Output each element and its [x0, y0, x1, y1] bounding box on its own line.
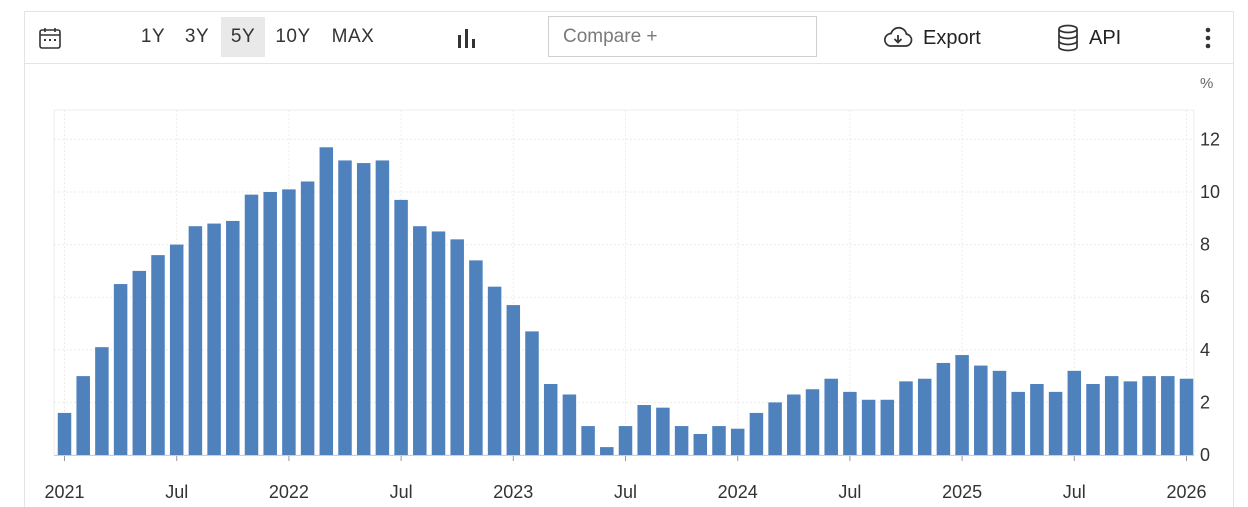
- bar: [1179, 378, 1194, 455]
- x-tick-label: Jul: [1063, 482, 1086, 502]
- bar: [562, 394, 577, 455]
- x-tick-label: 2026: [1166, 482, 1206, 502]
- bar: [1104, 376, 1119, 455]
- bar: [1030, 383, 1044, 455]
- bar: [712, 426, 726, 455]
- range-3y-button[interactable]: 3Y: [184, 26, 210, 47]
- range-1y-button[interactable]: 1Y: [140, 26, 166, 47]
- unit-label: %: [1200, 75, 1214, 92]
- range-10y-button[interactable]: 10Y: [275, 26, 311, 47]
- calendar-icon[interactable]: [38, 26, 62, 50]
- bar: [600, 447, 614, 455]
- bar: [375, 160, 390, 455]
- bar: [824, 378, 838, 455]
- export-button[interactable]: Export: [882, 23, 981, 53]
- bar: [618, 426, 633, 455]
- bar: [861, 399, 876, 455]
- bar: [1048, 391, 1063, 455]
- bar: [543, 383, 558, 455]
- bar: [1011, 391, 1025, 455]
- export-label: Export: [923, 26, 981, 49]
- bar: [1067, 370, 1082, 455]
- bar: [974, 365, 988, 455]
- bar: [506, 305, 521, 455]
- api-button[interactable]: API: [1056, 23, 1121, 53]
- vertical-dots-icon[interactable]: [1200, 25, 1216, 51]
- x-tick-label: Jul: [838, 482, 861, 502]
- x-tick-label: Jul: [165, 482, 188, 502]
- bar: [787, 394, 801, 455]
- x-tick-label: 2025: [942, 482, 982, 502]
- bar: [1086, 383, 1100, 455]
- database-icon: [1058, 24, 1078, 52]
- bar: [1123, 381, 1138, 455]
- chart-toolbar: 1Y 3Y 5Y 10Y MAX Export API: [24, 11, 1234, 64]
- compare-input[interactable]: [548, 16, 817, 57]
- bar: [450, 239, 464, 455]
- bar: [263, 192, 277, 455]
- x-tick-label: 2022: [269, 482, 309, 502]
- bar: [282, 189, 296, 455]
- x-tick-label: Jul: [614, 482, 637, 502]
- bar: [525, 331, 539, 455]
- bar: [207, 223, 221, 455]
- range-5y-button[interactable]: 5Y: [221, 17, 265, 57]
- x-tick-label: 2021: [44, 482, 84, 502]
- bar: [917, 378, 932, 455]
- bar: [356, 163, 371, 455]
- bar: [76, 376, 90, 455]
- bar: [413, 226, 427, 455]
- bar: [300, 181, 315, 456]
- bar: [637, 405, 651, 455]
- x-tick-label: Jul: [390, 482, 413, 502]
- x-tick-label: 2024: [718, 482, 758, 502]
- bar: [730, 428, 745, 455]
- bar: [805, 389, 820, 455]
- bar: [113, 284, 128, 455]
- bar: [394, 199, 408, 455]
- bar-chart-icon[interactable]: [456, 27, 478, 49]
- bar: [749, 412, 764, 455]
- y-tick-label: 2: [1200, 392, 1210, 412]
- bar: [188, 226, 203, 455]
- bar: [693, 433, 708, 455]
- x-tick-label: 2023: [493, 482, 533, 502]
- bar: [955, 355, 969, 455]
- bar: [132, 270, 147, 455]
- y-tick-label: 12: [1200, 129, 1220, 149]
- bar: [431, 231, 446, 455]
- cloud-download-icon: [883, 26, 913, 47]
- y-tick-label: 4: [1200, 340, 1210, 360]
- bar: [1142, 376, 1156, 455]
- bar: [244, 194, 259, 455]
- bar: [169, 244, 184, 455]
- bar: [57, 412, 72, 455]
- bar: [880, 399, 895, 455]
- bar: [226, 220, 240, 455]
- chart-frame: [24, 11, 1234, 507]
- y-tick-label: 10: [1200, 182, 1220, 202]
- y-tick-label: 6: [1200, 287, 1210, 307]
- y-tick-label: 0: [1200, 445, 1210, 465]
- api-label: API: [1089, 26, 1122, 49]
- bar: [319, 147, 334, 456]
- bar: [843, 391, 857, 455]
- bar: [338, 160, 352, 455]
- bar: [151, 255, 165, 455]
- bar: [581, 426, 595, 455]
- range-max-button[interactable]: MAX: [331, 26, 375, 47]
- bar: [674, 426, 689, 455]
- bar: [95, 347, 109, 455]
- bar: [1161, 376, 1175, 455]
- bar: [768, 402, 782, 455]
- bar: [899, 381, 913, 455]
- bar: [656, 407, 670, 455]
- bar: [469, 260, 483, 455]
- bar: [992, 370, 1007, 455]
- bar: [936, 362, 951, 455]
- bar: [487, 286, 502, 455]
- y-tick-label: 8: [1200, 235, 1210, 255]
